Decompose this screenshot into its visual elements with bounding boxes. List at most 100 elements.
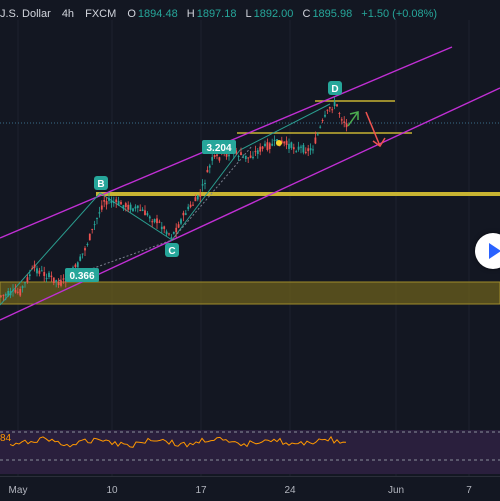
candle-body [175,227,178,233]
candle-body [110,200,113,204]
candle-body [295,151,298,153]
candle-body [81,253,84,255]
candle-body [216,154,218,157]
candle-body [153,219,156,223]
point-label-bg [94,176,108,190]
candle-body [324,114,326,117]
open-value: 1894.48 [137,8,178,20]
candle-body [26,277,29,283]
rsi-pane [0,430,500,474]
candle-body [134,206,137,209]
play-icon [489,243,500,259]
candle-body [28,274,31,277]
projection-down-arrowhead [372,137,386,148]
candle-body [326,109,329,111]
candle-body [19,289,22,296]
projection-up-arrow [347,111,359,127]
candle-body [170,237,173,239]
candle-body [280,140,283,144]
candle-body [12,289,14,291]
candle-body [158,221,161,223]
candle-body [48,272,50,278]
candle-body [177,224,180,228]
candle-body [91,228,94,230]
candle-body [0,295,2,297]
candle-body [156,218,158,224]
ratio-label-bg [65,268,99,282]
candle-body [242,154,245,156]
candle-body [120,201,122,205]
candle-body [300,146,302,148]
candle-body [55,280,58,282]
candle-body [33,264,36,268]
candle-body [124,203,127,208]
candle-body [247,157,250,159]
candle-body [340,119,343,121]
candle-body [321,119,324,121]
candle-body [240,152,242,156]
candle-body [2,294,5,296]
candle-body [36,268,38,274]
timeframe[interactable]: 4h [61,8,75,20]
candle-body [302,144,305,153]
candle-body [309,148,312,151]
candle-body [60,280,62,286]
replay-button[interactable] [475,233,500,269]
candle-body [201,184,204,186]
candle-body [93,224,96,226]
candle-body [316,134,319,136]
candle-body [228,154,230,157]
candle-body [189,204,192,207]
x-axis[interactable]: May 10 17 24 Jun 7 [0,476,500,501]
candle-body [144,210,146,216]
low-value: 1892.00 [253,8,294,20]
candle-body [129,204,132,210]
candle-body [336,104,338,107]
candle-body [182,212,185,216]
x-tick-label: Jun [387,485,405,496]
point-label: C [168,246,175,257]
point-label: D [331,84,338,95]
candle-body [115,199,118,203]
candle-body [307,148,310,152]
symbol-name[interactable]: J.S. Dollar [0,8,51,20]
candle-body [288,143,290,149]
ratio-label-bg [202,140,236,154]
candle-body [180,219,182,224]
candle-body [235,150,238,154]
candle-body [163,226,166,229]
candle-body [331,109,334,111]
projection-down-arrow [365,111,381,147]
change-value: +1.50 (+0.08%) [361,8,438,20]
candle-body [273,139,276,141]
candle-body [264,143,266,147]
candle-body [136,205,139,208]
candle-body [172,231,175,234]
candle-body [100,205,103,210]
candle-body [314,137,317,144]
point-label-bg [328,81,342,95]
candle-body [57,281,60,286]
candle-body [297,146,300,150]
candle-body [31,268,34,270]
candle-body [79,256,82,261]
candle-body [98,212,101,214]
open-label: O [127,8,136,20]
candle-body [7,290,10,296]
candle-body [285,140,288,145]
candle-body [9,291,12,296]
low-label: L [245,8,252,20]
candle-body [105,201,108,205]
candle-body [148,216,151,219]
data-source: FXCM [85,8,117,20]
x-tick-label: 7 [466,485,472,496]
resistance-level [96,192,500,196]
projection-up-arrowhead [349,111,359,120]
candle-body [45,278,48,280]
ratio-label: 3.204 [206,143,231,154]
candle-body [14,289,17,293]
candle-body [199,194,202,197]
high-label: H [186,8,195,20]
candle-body [184,213,187,215]
candle-body [86,243,89,245]
